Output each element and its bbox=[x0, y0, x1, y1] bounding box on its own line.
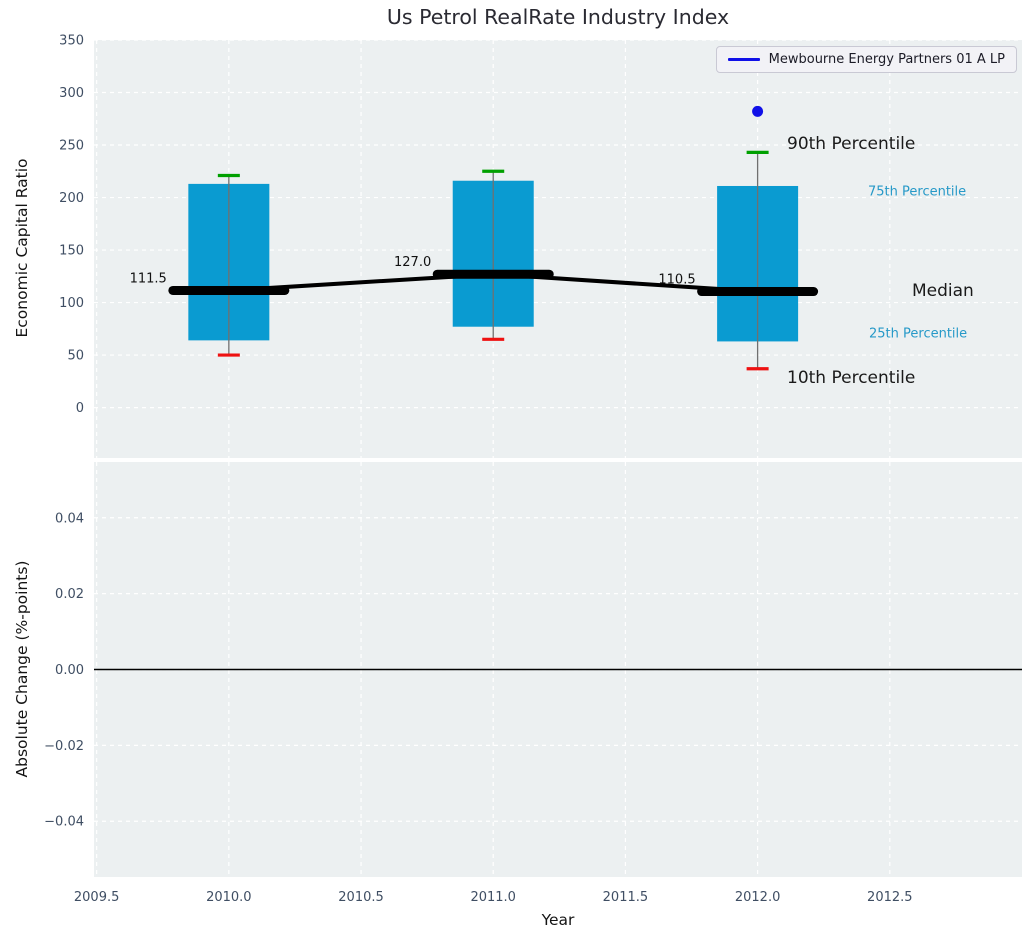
annotation-90th-percentile: 90th Percentile bbox=[787, 134, 916, 154]
y-tick-top-300: 300 bbox=[59, 86, 84, 101]
legend-label: Mewbourne Energy Partners 01 A LP bbox=[768, 52, 1005, 67]
y-tick-bottom-0: 0.04 bbox=[55, 511, 84, 526]
x-tick-2011.5: 2011.5 bbox=[603, 890, 649, 905]
chart-title: Us Petrol RealRate Industry Index bbox=[386, 5, 730, 29]
legend: Mewbourne Energy Partners 01 A LP bbox=[715, 46, 1017, 73]
annotation-median: Median bbox=[912, 281, 974, 301]
x-tick-2009.5: 2009.5 bbox=[74, 890, 120, 905]
y-tick-top-100: 100 bbox=[59, 296, 84, 311]
x-tick-2010.0: 2010.0 bbox=[206, 890, 252, 905]
y-tick-top-250: 250 bbox=[59, 139, 84, 154]
x-axis-label: Year bbox=[541, 911, 575, 929]
y-tick-bottom-4: −0.04 bbox=[44, 815, 84, 830]
y-tick-bottom-1: 0.02 bbox=[55, 587, 84, 602]
x-tick-2011.0: 2011.0 bbox=[470, 890, 516, 905]
y-tick-bottom-3: −0.02 bbox=[44, 739, 84, 754]
y-axis-label-top: Economic Capital Ratio bbox=[13, 158, 31, 338]
y-tick-bottom-2: 0.00 bbox=[55, 663, 84, 678]
annotation-75th-percentile: 75th Percentile bbox=[868, 184, 967, 200]
x-tick-2010.5: 2010.5 bbox=[338, 890, 384, 905]
y-tick-top-150: 150 bbox=[59, 244, 84, 259]
y-tick-top-200: 200 bbox=[59, 191, 84, 206]
y-tick-top-0: 0 bbox=[76, 401, 84, 416]
median-value-label-2011: 127.0 bbox=[394, 255, 431, 270]
y-axis-label-bottom: Absolute Change (%-points) bbox=[13, 560, 31, 778]
x-tick-2012.0: 2012.0 bbox=[735, 890, 781, 905]
legend-line-swatch bbox=[727, 58, 760, 61]
annotation-10th-percentile: 10th Percentile bbox=[787, 368, 916, 388]
y-tick-top-50: 50 bbox=[67, 349, 84, 364]
median-value-label-2012: 110.5 bbox=[658, 273, 695, 288]
x-tick-2012.5: 2012.5 bbox=[867, 890, 913, 905]
company-point bbox=[752, 105, 764, 117]
median-value-label-2010: 111.5 bbox=[130, 271, 167, 286]
y-tick-top-350: 350 bbox=[59, 34, 84, 49]
annotation-25th-percentile: 25th Percentile bbox=[869, 326, 968, 342]
